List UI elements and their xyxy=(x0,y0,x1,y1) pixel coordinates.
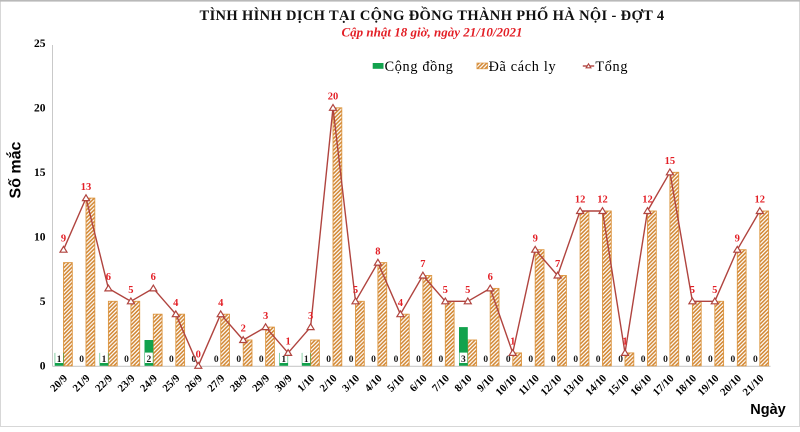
svg-text:0: 0 xyxy=(349,355,354,365)
svg-text:6: 6 xyxy=(151,272,156,283)
svg-text:0: 0 xyxy=(416,355,421,365)
svg-text:0: 0 xyxy=(79,355,84,365)
svg-text:0: 0 xyxy=(528,355,533,365)
svg-text:5: 5 xyxy=(128,285,133,296)
svg-text:6: 6 xyxy=(106,272,111,283)
svg-text:0: 0 xyxy=(196,350,201,361)
svg-text:20: 20 xyxy=(34,103,46,115)
svg-text:Tổng: Tổng xyxy=(595,59,628,75)
svg-text:25: 25 xyxy=(34,38,46,50)
svg-text:2: 2 xyxy=(147,355,152,365)
svg-text:0: 0 xyxy=(731,355,736,365)
svg-text:1: 1 xyxy=(622,337,627,348)
svg-text:7: 7 xyxy=(555,259,560,270)
svg-text:3: 3 xyxy=(308,311,313,322)
svg-text:7: 7 xyxy=(420,259,425,270)
svg-text:4: 4 xyxy=(173,298,179,309)
svg-text:Cộng đồng: Cộng đồng xyxy=(385,59,454,75)
svg-text:15: 15 xyxy=(34,167,46,179)
svg-text:4: 4 xyxy=(218,298,224,309)
svg-text:0: 0 xyxy=(641,355,646,365)
svg-text:10: 10 xyxy=(34,232,46,244)
svg-text:0: 0 xyxy=(394,355,399,365)
svg-text:1: 1 xyxy=(285,337,290,348)
svg-text:12: 12 xyxy=(575,195,586,206)
svg-text:5: 5 xyxy=(465,285,470,296)
svg-text:3: 3 xyxy=(461,355,466,365)
svg-text:15: 15 xyxy=(665,156,676,167)
svg-text:0: 0 xyxy=(169,355,174,365)
svg-text:1: 1 xyxy=(281,355,286,365)
svg-text:0: 0 xyxy=(686,355,691,365)
svg-text:9: 9 xyxy=(735,233,740,244)
svg-text:20: 20 xyxy=(328,92,339,103)
svg-text:1: 1 xyxy=(510,337,515,348)
svg-text:2: 2 xyxy=(241,324,246,335)
svg-text:0: 0 xyxy=(124,355,129,365)
svg-text:0: 0 xyxy=(192,355,197,365)
svg-text:5: 5 xyxy=(353,285,358,296)
svg-text:1: 1 xyxy=(102,355,107,365)
svg-text:12: 12 xyxy=(755,195,766,206)
svg-text:0: 0 xyxy=(483,355,488,365)
svg-text:0: 0 xyxy=(259,355,264,365)
svg-text:0: 0 xyxy=(40,361,46,373)
svg-text:0: 0 xyxy=(506,355,511,365)
svg-text:0: 0 xyxy=(573,355,578,365)
svg-text:0: 0 xyxy=(663,355,668,365)
svg-text:Số mắc: Số mắc xyxy=(6,141,25,198)
svg-text:4: 4 xyxy=(398,298,404,309)
svg-text:Đã cách ly: Đã cách ly xyxy=(489,59,557,75)
svg-text:0: 0 xyxy=(708,355,713,365)
svg-text:13: 13 xyxy=(81,182,92,193)
svg-text:Ngày: Ngày xyxy=(750,402,785,418)
svg-text:5: 5 xyxy=(712,285,717,296)
svg-text:0: 0 xyxy=(439,355,444,365)
svg-text:0: 0 xyxy=(371,355,376,365)
svg-text:5: 5 xyxy=(690,285,695,296)
svg-text:0: 0 xyxy=(596,355,601,365)
svg-text:TÌNH HÌNH DỊCH TẠI CỘNG ĐỒNG T: TÌNH HÌNH DỊCH TẠI CỘNG ĐỒNG THÀNH PHỐ H… xyxy=(200,6,665,24)
svg-text:6: 6 xyxy=(488,272,493,283)
svg-text:5: 5 xyxy=(443,285,448,296)
svg-text:0: 0 xyxy=(326,355,331,365)
svg-text:3: 3 xyxy=(263,311,268,322)
svg-text:9: 9 xyxy=(533,233,538,244)
svg-text:9: 9 xyxy=(61,233,66,244)
svg-text:1: 1 xyxy=(304,355,309,365)
svg-text:0: 0 xyxy=(551,355,556,365)
svg-text:12: 12 xyxy=(597,195,608,206)
svg-text:12: 12 xyxy=(642,195,653,206)
svg-text:0: 0 xyxy=(236,355,241,365)
svg-text:Cập nhật 18 giờ, ngày 21/10/20: Cập nhật 18 giờ, ngày 21/10/2021 xyxy=(341,24,522,39)
svg-text:8: 8 xyxy=(375,246,380,257)
svg-text:0: 0 xyxy=(618,355,623,365)
svg-text:0: 0 xyxy=(753,355,758,365)
svg-text:1: 1 xyxy=(57,355,62,365)
svg-text:0: 0 xyxy=(214,355,219,365)
svg-text:5: 5 xyxy=(40,296,46,308)
